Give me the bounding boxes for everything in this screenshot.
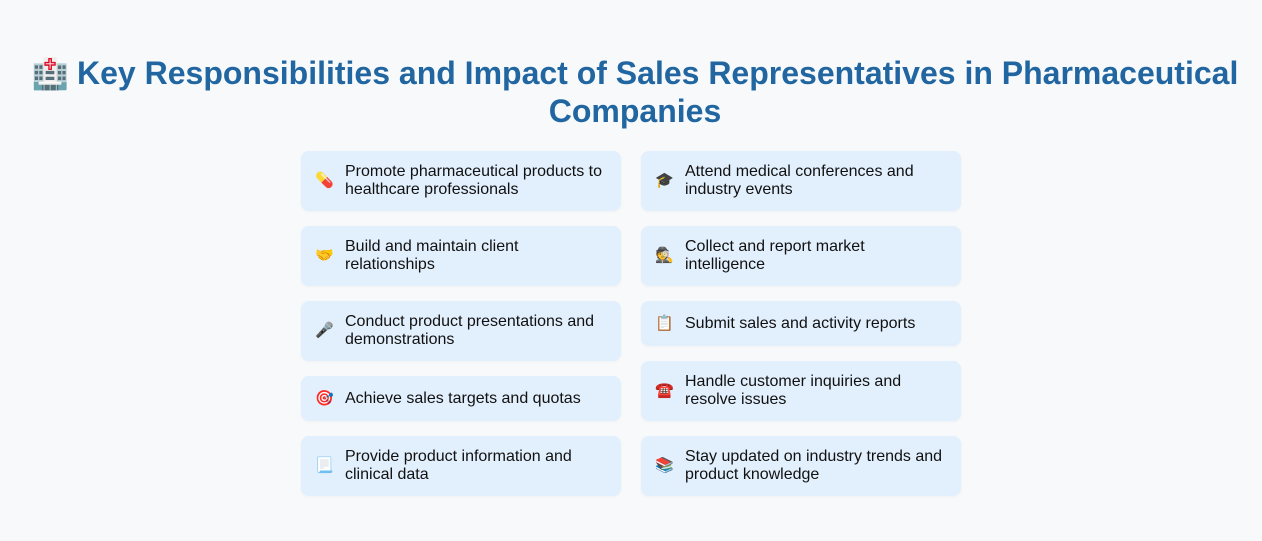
responsibility-text: Promote pharmaceutical products to healt… [345, 163, 603, 198]
responsibility-card: 🎤 Conduct product presentations and demo… [301, 301, 621, 361]
responsibility-card: 💊 Promote pharmaceutical products to hea… [301, 151, 621, 211]
page-with-curl-icon: 📃 [315, 457, 334, 474]
responsibility-text: Stay updated on industry trends and prod… [685, 448, 943, 483]
graduation-cap-icon: 🎓 [655, 172, 674, 189]
responsibility-card: 🤝 Build and maintain client relationship… [301, 226, 621, 286]
responsibility-text: Build and maintain client relationships [345, 238, 519, 273]
handshake-icon: 🤝 [315, 247, 334, 264]
books-icon: 📚 [655, 457, 674, 474]
responsibility-text: Achieve sales targets and quotas [345, 389, 581, 407]
responsibility-card: 🎓 Attend medical conferences and industr… [641, 151, 961, 211]
responsibility-text: Conduct product presentations and demons… [345, 313, 595, 348]
page-title: 🏥 Key Responsibilities and Impact of Sale… [0, 55, 1262, 130]
responsibility-text: Submit sales and activity reports [685, 314, 916, 332]
left-column: 💊 Promote pharmaceutical products to hea… [301, 151, 621, 496]
responsibility-text: Provide product information and clinical… [345, 448, 572, 483]
responsibility-card: ☎️ Handle customer inquiries and resolve… [641, 361, 961, 421]
responsibility-text: Handle customer inquiries and resolve is… [685, 373, 902, 408]
responsibilities-grid: 💊 Promote pharmaceutical products to hea… [301, 151, 961, 496]
detective-icon: 🕵️ [655, 247, 674, 264]
responsibility-card: 📋 Submit sales and activity reports [641, 301, 961, 346]
responsibility-text: Attend medical conferences and industry … [685, 163, 914, 198]
hospital-icon: 🏥 [31, 58, 70, 91]
responsibility-card: 🕵️ Collect and report market intelligenc… [641, 226, 961, 286]
telephone-icon: ☎️ [655, 382, 674, 399]
pill-icon: 💊 [315, 172, 334, 189]
responsibility-card: 📃 Provide product information and clinic… [301, 436, 621, 496]
clipboard-icon: 📋 [655, 314, 674, 332]
microphone-icon: 🎤 [315, 322, 334, 339]
right-column: 🎓 Attend medical conferences and industr… [641, 151, 961, 496]
responsibility-card: 📚 Stay updated on industry trends and pr… [641, 436, 961, 496]
target-icon: 🎯 [315, 389, 334, 407]
responsibility-text: Collect and report market intelligence [685, 238, 865, 273]
page-title-text: Key Responsibilities and Impact of Sales… [77, 55, 1239, 129]
responsibility-card: 🎯 Achieve sales targets and quotas [301, 376, 621, 421]
